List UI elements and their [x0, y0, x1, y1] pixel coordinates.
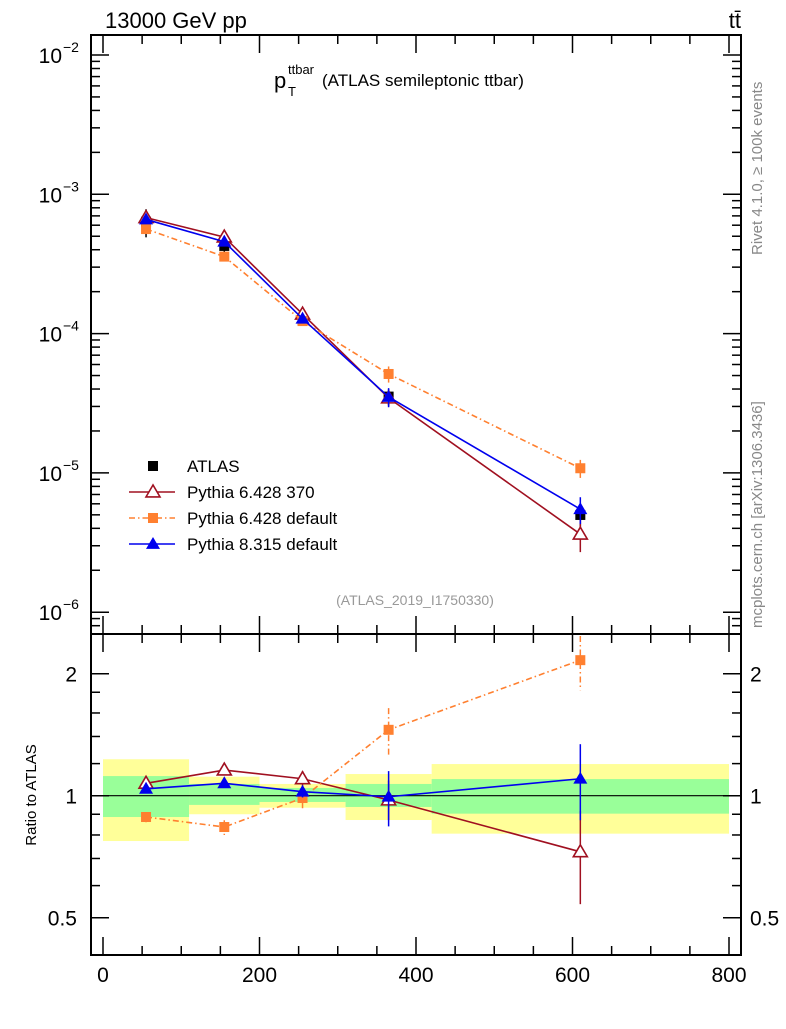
ratio-point: [217, 776, 232, 789]
title-p: p: [274, 68, 286, 93]
data-point: [219, 251, 230, 262]
band-green: [189, 783, 260, 805]
y-tick-label-exp: −3: [63, 178, 79, 194]
data-point: [141, 224, 152, 235]
data-point: [295, 311, 310, 324]
y-tick-label-exp: −2: [63, 39, 79, 55]
data-point: [381, 389, 396, 402]
legend-label: Pythia 8.315 default: [187, 535, 338, 554]
data-point: [575, 463, 586, 474]
ratio-y-tick-label-right: 0.5: [750, 908, 779, 931]
ratio-point: [383, 724, 394, 735]
series-pythia-8-315-default: [139, 212, 588, 827]
data-point: [571, 525, 589, 540]
series-atlas: [141, 209, 586, 529]
header-left: 13000 GeV pp: [105, 8, 247, 33]
y-tick-label: 10: [39, 602, 62, 625]
x-tick-label: 400: [398, 964, 433, 987]
y-tick-label-exp: −5: [63, 457, 79, 473]
x-tick-label: 600: [555, 964, 590, 987]
side-text-mcplots: mcplots.cern.ch [arXiv:1306.3436]: [749, 401, 766, 628]
legend-label: Pythia 6.428 default: [187, 509, 338, 528]
ratio-point: [219, 822, 230, 833]
x-tick-label: 200: [242, 964, 277, 987]
y-tick-label: 10: [39, 324, 62, 347]
header-right: tt̄: [729, 8, 741, 33]
ratio-y-tick-label: 2: [65, 664, 77, 687]
data-point: [139, 212, 154, 225]
data-point: [383, 368, 394, 379]
ratio-point: [573, 771, 588, 784]
data-point: [573, 502, 588, 515]
ratio-y-tick-label: 0.5: [48, 908, 77, 931]
title-rest: (ATLAS semileptonic ttbar): [322, 71, 524, 90]
main-line: [145, 228, 581, 469]
legend-marker: [148, 461, 158, 471]
watermark: (ATLAS_2019_I1750330): [336, 592, 494, 608]
ratio-point: [575, 655, 586, 666]
legend-label: ATLAS: [187, 457, 240, 476]
legend-label: Pythia 6.428 370: [187, 483, 315, 502]
ratio-point: [139, 781, 154, 794]
ratio-ylabel: Ratio to ATLAS: [23, 744, 40, 845]
title-sub: T: [288, 84, 296, 99]
ratio-point: [295, 784, 310, 797]
ratio-y-tick-label: 1: [65, 786, 77, 809]
ratio-point: [294, 770, 311, 785]
ratio-point: [297, 793, 308, 804]
y-tick-label: 10: [39, 184, 62, 207]
legend-marker: [144, 483, 162, 498]
y-tick-label-exp: −6: [63, 596, 79, 612]
title-sup: ttbar: [288, 62, 315, 77]
y-tick-label: 10: [39, 463, 62, 486]
ratio-point: [571, 843, 589, 858]
legend-marker: [148, 513, 158, 523]
side-text-rivet: Rivet 4.1.0, ≥ 100k events: [749, 82, 766, 255]
data-point: [217, 234, 232, 247]
x-tick-label: 800: [711, 964, 746, 987]
x-tick-label: 0: [97, 964, 109, 987]
legend: ATLAS Pythia 6.428 370 Pythia 6.428 defaul…: [129, 457, 338, 554]
ratio-point: [141, 812, 152, 823]
ratio-point: [215, 761, 233, 776]
ratio-y-tick-label-right: 1: [750, 786, 762, 809]
series-pythia-6-428-default: [141, 224, 586, 835]
ratio-y-tick-label-right: 2: [750, 664, 762, 687]
y-tick-label-exp: −4: [63, 318, 79, 334]
ratio-point: [381, 789, 396, 802]
y-tick-label: 10: [39, 45, 62, 68]
legend-marker: [146, 537, 160, 549]
